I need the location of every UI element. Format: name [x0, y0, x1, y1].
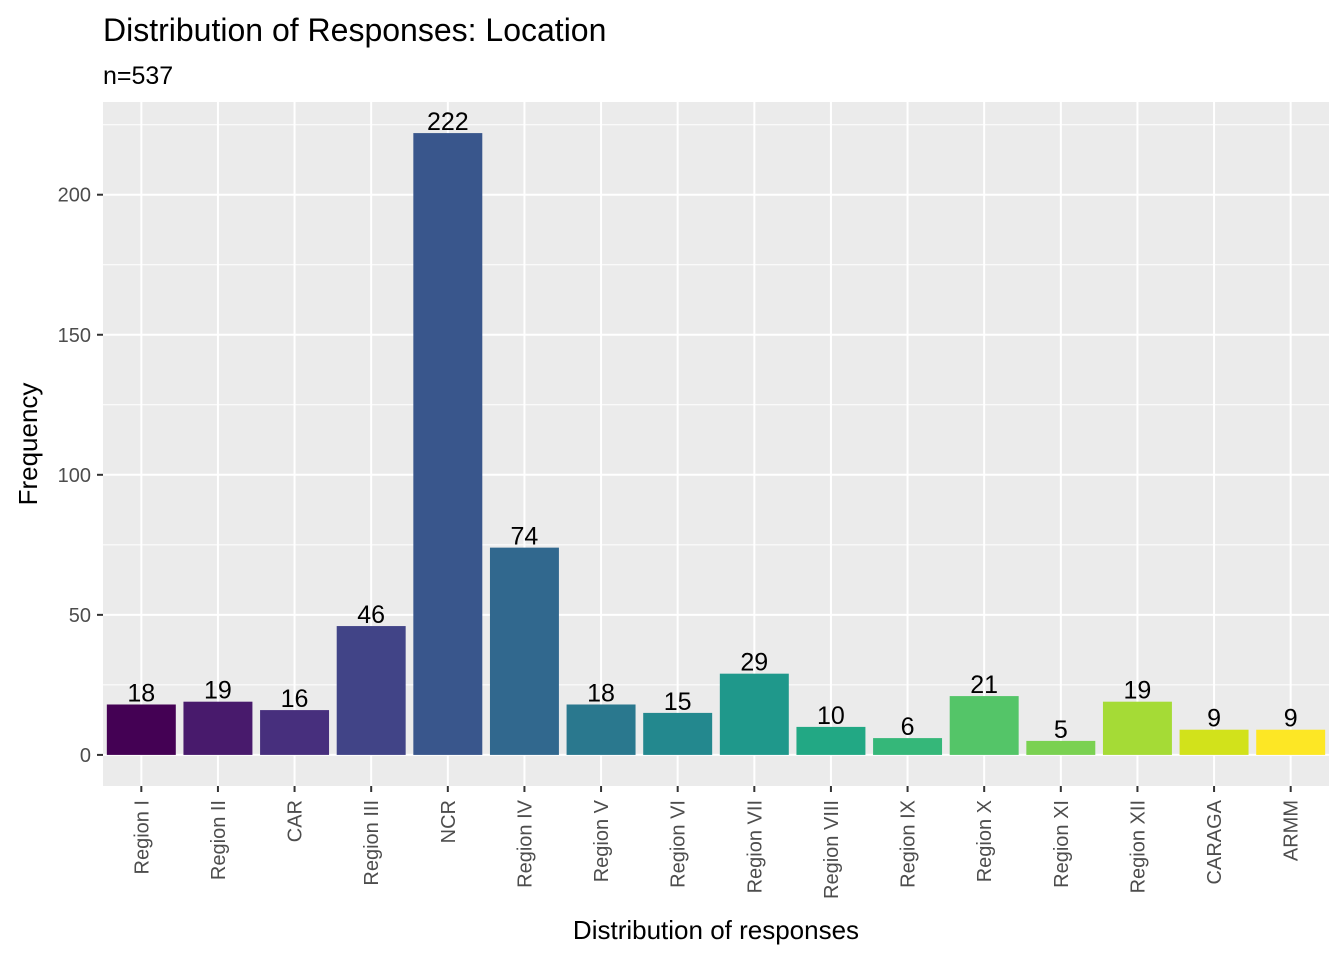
bar	[949, 696, 1019, 755]
bar	[873, 738, 943, 755]
bar-data-label: 29	[740, 649, 768, 677]
x-tick-label: Region VIII	[821, 800, 843, 899]
bar-data-label: 222	[427, 108, 469, 136]
x-tick-label: Region III	[361, 800, 383, 886]
x-axis-title: Distribution of responses	[573, 915, 859, 945]
bar	[106, 704, 176, 755]
bar-data-label: 9	[1207, 705, 1221, 733]
bar	[643, 712, 713, 755]
bar	[183, 701, 253, 755]
x-tick-label: CARAGA	[1204, 799, 1226, 884]
x-tick-label: Region XII	[1127, 800, 1149, 893]
bar-data-label: 16	[281, 685, 309, 713]
x-tick-label: Region X	[974, 800, 996, 882]
y-axis-title: Frequency	[13, 383, 43, 506]
bar-data-label: 18	[127, 679, 155, 707]
chart-title: Distribution of Responses: Location	[103, 12, 606, 48]
x-tick-label: Region V	[591, 799, 613, 882]
x-tick-label: Region II	[208, 800, 230, 880]
bar	[1026, 740, 1096, 755]
x-tick-label: ARMM	[1281, 800, 1303, 861]
bar	[489, 547, 559, 755]
x-tick-label: Region VI	[668, 800, 690, 888]
x-tick-label: CAR	[285, 800, 307, 842]
bar-layer	[106, 133, 1326, 755]
plot-panel	[103, 102, 1329, 786]
bar-data-label: 9	[1284, 705, 1298, 733]
y-tick-label: 0	[80, 745, 91, 767]
y-tick-label: 150	[58, 325, 91, 347]
bar	[1102, 701, 1172, 755]
bar-data-label: 21	[970, 671, 998, 699]
x-tick-label: Region XI	[1051, 800, 1073, 888]
data-label-layer: 18 19 16 46 222 74 18 15 29 10 6 21 5 19 9 9	[127, 108, 1297, 744]
bar-data-label: 74	[511, 523, 539, 551]
x-tick-label: Region IX	[898, 800, 920, 888]
bar-data-label: 10	[817, 702, 845, 730]
y-tick-label: 100	[58, 465, 91, 487]
bar	[719, 673, 789, 755]
bar-data-label: 19	[204, 677, 232, 705]
y-tick-label: 50	[69, 605, 91, 627]
axis-layer: 0 50 100 150 200 Region I Region II CAR Region I…	[58, 185, 1303, 899]
bar-data-label: 15	[664, 688, 692, 716]
bar	[1179, 729, 1249, 755]
bar	[796, 726, 866, 755]
x-tick-label: Region VII	[744, 800, 766, 893]
bar	[260, 710, 330, 755]
x-tick-label: Region IV	[514, 799, 536, 887]
y-tick-label: 200	[58, 185, 91, 207]
chart-subtitle: n=537	[103, 62, 173, 90]
bar-data-label: 46	[357, 601, 385, 629]
bar-data-label: 18	[587, 679, 615, 707]
bar	[336, 626, 406, 755]
bar-data-label: 19	[1124, 677, 1152, 705]
bar	[566, 704, 636, 755]
bar	[413, 133, 483, 755]
bar-data-label: 5	[1054, 716, 1068, 744]
bar	[1256, 729, 1326, 755]
bar-data-label: 6	[901, 713, 915, 741]
x-tick-label: NCR	[438, 800, 460, 843]
x-tick-label: Region I	[131, 800, 153, 875]
